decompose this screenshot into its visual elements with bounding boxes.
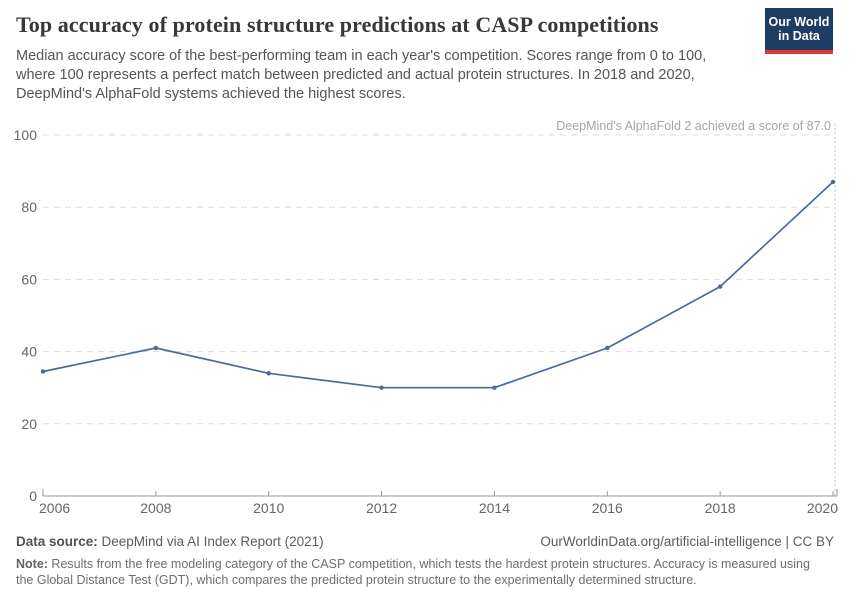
data-point: [40, 369, 46, 374]
x-axis-label: 2010: [253, 500, 284, 516]
owid-url-link[interactable]: OurWorldinData.org/artificial-intelligen…: [540, 534, 834, 549]
data-point: [153, 345, 159, 351]
x-axis-label: 2018: [705, 500, 736, 516]
data-point: [717, 284, 723, 289]
page-title: Top accuracy of protein structure predic…: [16, 12, 659, 37]
x-axis-label: 2014: [479, 500, 510, 516]
data-point: [605, 345, 610, 351]
chart-footer: Data source: DeepMind via AI Index Repor…: [16, 533, 834, 588]
data-point: [830, 179, 836, 185]
line-chart: 0 20 40 60 80 100 2006 2008 2010 2012 2014 2016 2018…: [14, 123, 838, 516]
note-label: Note:: [16, 557, 48, 571]
data-source: Data source: DeepMind via AI Index Repor…: [16, 533, 324, 550]
chart-note: Note: Results from the free modeling cat…: [16, 556, 822, 588]
y-axis-label: 60: [21, 271, 37, 287]
y-axis-label: 40: [21, 344, 37, 360]
data-source-value: DeepMind via AI Index Report (2021): [97, 534, 324, 549]
data-point: [266, 371, 271, 376]
chart-header: Top accuracy of protein structure predic…: [16, 12, 756, 104]
owid-logo: Our World in Data: [765, 8, 833, 54]
y-axis-label: 80: [21, 199, 37, 215]
y-axis-label: 100: [14, 127, 38, 143]
data-point: [492, 385, 497, 390]
note-value: Results from the free modeling category …: [16, 557, 810, 587]
y-axis-label: 20: [21, 416, 37, 432]
owid-logo-line1: Our World: [768, 14, 830, 29]
x-axis-label: 2012: [366, 500, 397, 516]
x-axis-label: 2008: [140, 500, 171, 516]
chart-subtitle: Median accuracy score of the best-perfor…: [16, 48, 707, 103]
data-point: [379, 385, 384, 390]
data-line: [42, 181, 834, 389]
y-axis-label: 0: [29, 488, 37, 504]
data-source-label: Data source:: [16, 534, 98, 549]
x-axis-label: 2016: [592, 500, 623, 516]
x-axis-label: 2006: [39, 500, 70, 516]
x-axis-label: 2020: [807, 500, 838, 516]
chart-annotation: DeepMind's AlphaFold 2 achieved a score …: [556, 119, 831, 133]
owid-logo-line2: in Data: [778, 29, 820, 43]
chart-area: 0 20 40 60 80 100 2006 2008 2010 2012 2014 2016 2018…: [0, 118, 850, 530]
